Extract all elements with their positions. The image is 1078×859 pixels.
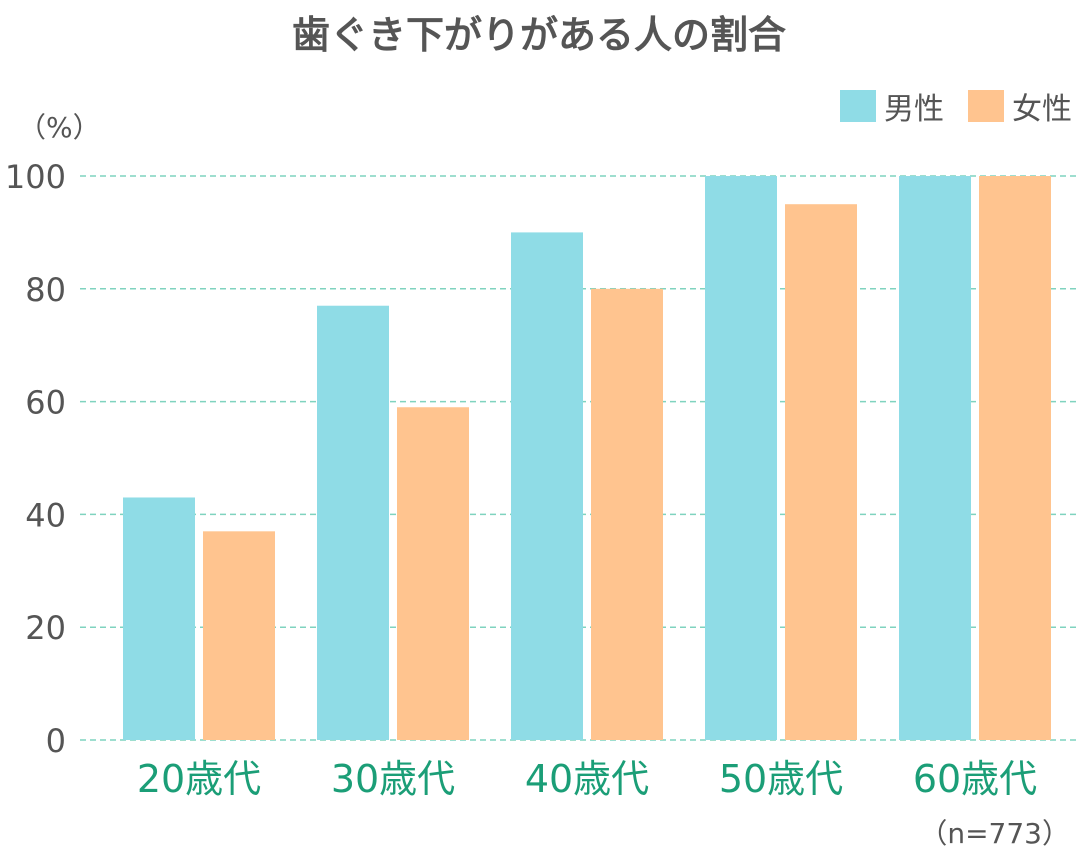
bar-female — [979, 176, 1051, 740]
y-tick-label: 80 — [25, 271, 66, 309]
y-tick-label: 20 — [25, 609, 66, 647]
bar-female — [203, 531, 275, 740]
y-tick-label: 60 — [25, 384, 66, 422]
legend: 男性 女性 — [826, 84, 1072, 128]
chart-title: 歯ぐき下がりがある人の割合 — [291, 13, 786, 57]
y-tick-label: 0 — [46, 722, 66, 760]
legend-label-female: 女性 — [1012, 92, 1072, 127]
bar-male — [317, 305, 389, 740]
bar-male — [705, 176, 777, 740]
legend-item-female: 女性 — [968, 84, 1072, 128]
x-category-label: 40歳代 — [525, 757, 649, 801]
bar-female — [591, 288, 663, 740]
bar-female — [397, 407, 469, 740]
bar-male — [511, 232, 583, 740]
x-category-label: 20歳代 — [137, 757, 261, 801]
sample-size-note: （n=773） — [919, 817, 1070, 850]
y-tick-label: 100 — [5, 158, 66, 196]
legend-item-male: 男性 — [840, 84, 944, 128]
bar-male — [123, 497, 195, 740]
y-axis-unit-label: （%） — [18, 111, 101, 144]
bar-male — [899, 176, 971, 740]
y-tick-label: 40 — [25, 496, 66, 534]
legend-swatch-female — [968, 90, 1004, 122]
x-category-label: 50歳代 — [719, 757, 843, 801]
bar-female — [785, 204, 857, 740]
x-category-label: 60歳代 — [913, 757, 1037, 801]
legend-label-male: 男性 — [884, 92, 944, 127]
x-category-label: 30歳代 — [331, 757, 455, 801]
legend-swatch-male — [840, 90, 876, 122]
